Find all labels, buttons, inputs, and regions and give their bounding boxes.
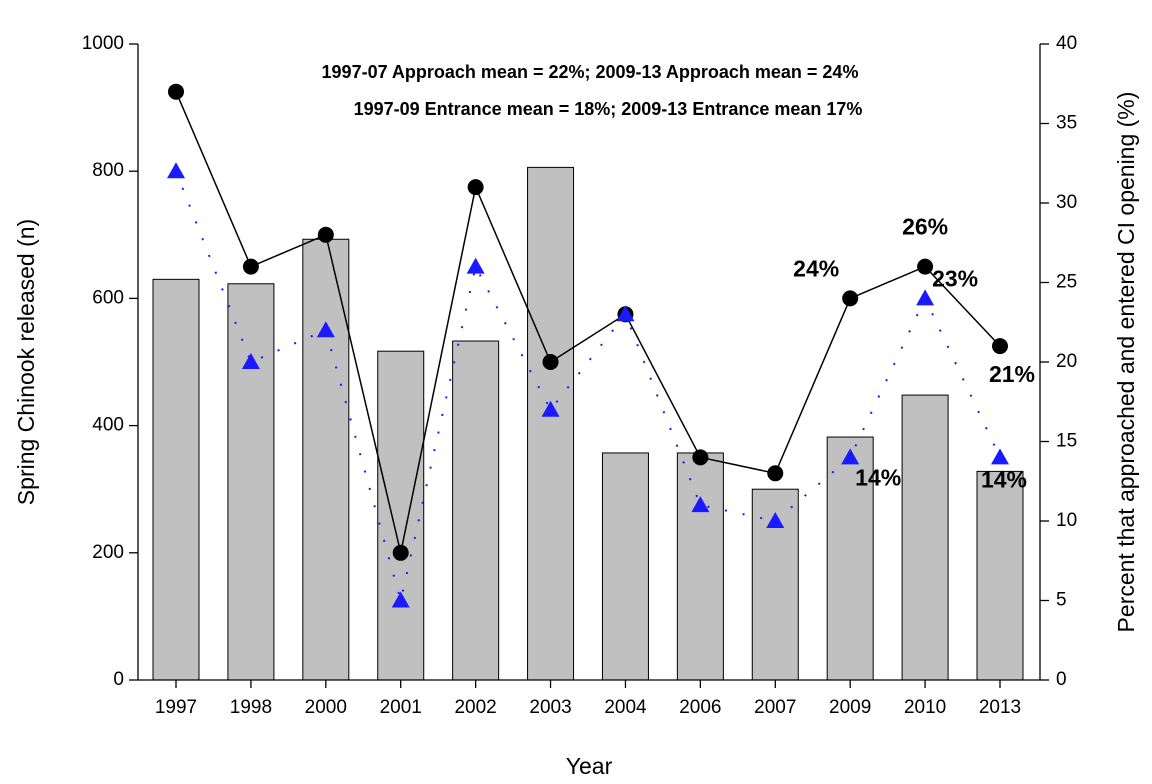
bar [527, 166, 575, 681]
x-tick-label: 2004 [604, 697, 647, 718]
marker [242, 258, 259, 275]
bar [601, 452, 649, 681]
y2-tick-label: 20 [1056, 351, 1077, 372]
y-tick-label: 0 [113, 669, 124, 690]
marker [316, 321, 335, 338]
marker [466, 257, 485, 274]
marker [391, 591, 410, 608]
bar [976, 470, 1024, 681]
y-tick-label: 800 [92, 160, 124, 181]
marker [541, 400, 560, 417]
line [175, 91, 1001, 553]
marker [616, 305, 635, 322]
marker [842, 290, 859, 307]
y2-tick-label: 15 [1056, 431, 1077, 452]
y2-tick-label: 40 [1056, 33, 1077, 54]
bar [227, 283, 275, 681]
y-tick-label: 200 [92, 542, 124, 563]
marker [691, 496, 710, 513]
y2-tick-label: 30 [1056, 192, 1077, 213]
value-label: 26% [902, 214, 948, 240]
x-tick-label: 2000 [305, 697, 347, 718]
x-tick-label: 2002 [454, 697, 496, 718]
y-tick-label: 600 [92, 287, 124, 308]
marker [168, 83, 184, 100]
y2-tick-label: 35 [1056, 113, 1077, 134]
annotation: 1997-07 Approach mean = 22%; 2009-13 App… [322, 62, 859, 82]
y2-tick-label: 10 [1056, 510, 1077, 531]
line [175, 170, 1001, 601]
x-tick-label: 2009 [829, 697, 871, 718]
x-tick-label: 2001 [380, 697, 422, 718]
y2-tick-label: 0 [1056, 669, 1067, 690]
x-tick-label: 2007 [754, 697, 796, 718]
x-tick-label: 2010 [904, 697, 946, 718]
bar [826, 436, 874, 681]
y-tick-label: 400 [92, 415, 124, 436]
marker [766, 512, 785, 528]
marker [467, 179, 484, 196]
y2-tick-label: 5 [1056, 590, 1067, 611]
marker [167, 162, 185, 179]
bar [901, 394, 949, 681]
x-tick-label: 2013 [979, 697, 1021, 718]
value-label: 21% [989, 361, 1035, 387]
value-label: 23% [932, 265, 978, 291]
marker [992, 338, 1008, 355]
annotation: 1997-09 Entrance mean = 18%; 2009-13 Ent… [354, 99, 863, 119]
value-label: 14% [855, 464, 901, 490]
bar [452, 340, 500, 681]
value-label: 24% [793, 255, 839, 281]
y2-tick-label: 25 [1056, 272, 1077, 293]
marker [317, 226, 334, 243]
marker [542, 354, 559, 370]
x-tick-label: 2003 [529, 697, 571, 718]
marker [392, 544, 409, 561]
y-tick-label: 1000 [82, 33, 124, 54]
x-axis-label: Year [566, 753, 613, 779]
marker [692, 449, 709, 466]
marker [916, 289, 935, 306]
value-label: 14% [981, 466, 1027, 492]
bar [676, 452, 724, 681]
bar [302, 238, 350, 681]
x-tick-label: 1997 [155, 697, 197, 718]
marker [841, 448, 860, 465]
x-tick-label: 2006 [679, 697, 721, 718]
marker [241, 353, 260, 369]
bar [377, 350, 425, 681]
marker [917, 258, 934, 275]
x-tick-label: 1998 [230, 697, 272, 718]
bar [152, 278, 200, 681]
y-axis-label: Spring Chinook released (n) [13, 219, 39, 505]
y2-axis-label: Percent that approached and entered CI o… [1113, 92, 1139, 633]
marker [991, 448, 1009, 465]
marker [767, 465, 784, 482]
